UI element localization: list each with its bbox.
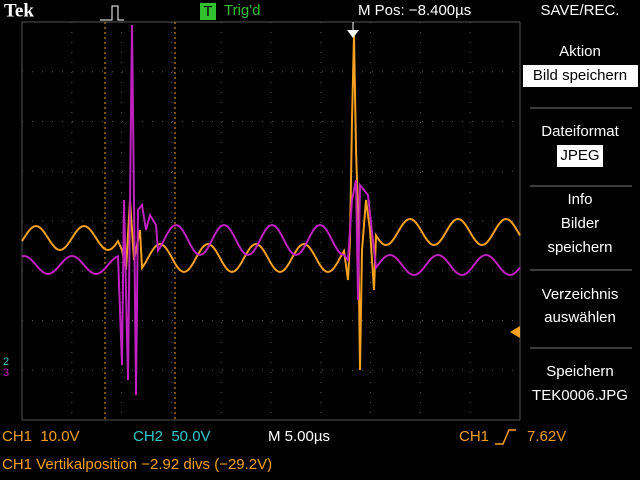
trigger-position (347, 30, 359, 38)
menu-item[interactable]: Bilder (561, 215, 599, 232)
menu-value[interactable]: Bild speichern (533, 67, 627, 84)
menu-item[interactable]: Info (567, 191, 592, 208)
menu-value[interactable]: JPEG (560, 147, 599, 164)
menu-label: Aktion (559, 43, 601, 60)
menu-item[interactable]: Speichern (546, 363, 614, 380)
brand: Tek (4, 0, 34, 21)
ch1-scale: CH1 10.0V (2, 428, 80, 445)
ch1-waveform (21, 34, 521, 371)
acq-icon (100, 5, 124, 21)
status-message: CH1 Vertikalposition −2.92 divs (−29.2V) (2, 456, 272, 473)
ch2-scale: CH2 50.0V (133, 428, 211, 445)
ch3-marker: 3 (3, 367, 9, 379)
trigger-slope (495, 429, 516, 445)
timebase: M 5.00µs (268, 428, 330, 445)
trigger-level-marker (510, 326, 520, 338)
trigger-level: 7.62V (527, 428, 566, 445)
menu-item[interactable]: TEK0006.JPG (532, 387, 628, 404)
menu-label: Dateiformat (541, 123, 619, 140)
trigger-status: Trig'd (224, 2, 260, 19)
ch2-marker: 2 (3, 356, 9, 368)
status-icon: T (203, 3, 212, 20)
menu-value-box[interactable] (523, 65, 638, 87)
status-icon-box (200, 3, 216, 20)
horizontal-position: M Pos: −8.400µs (358, 2, 471, 19)
ch3-waveform (21, 24, 521, 396)
menu-item[interactable]: speichern (547, 239, 612, 256)
menu-item[interactable]: auswählen (544, 309, 616, 326)
menu-title: SAVE/REC. (541, 2, 620, 19)
menu-value-box[interactable] (557, 145, 603, 167)
menu-item[interactable]: Verzeichnis (542, 286, 619, 303)
trigger-source: CH1 (459, 428, 489, 445)
